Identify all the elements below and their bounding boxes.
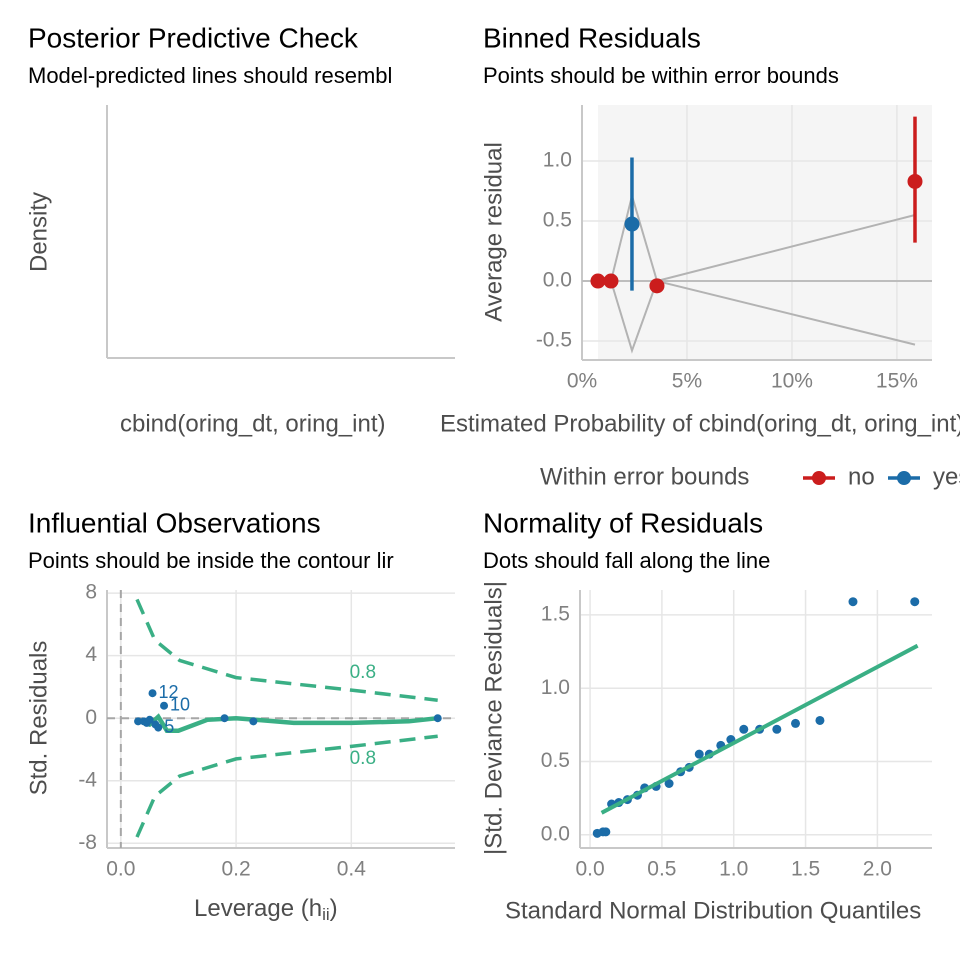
legend-key [897, 471, 911, 485]
x-tick-label: 0.4 [337, 858, 367, 881]
legend-title: Within error bounds [540, 463, 749, 490]
point [649, 278, 665, 294]
contour-label: 0.8 [350, 662, 376, 683]
point [160, 701, 169, 710]
contour-label: 0.8 [350, 748, 376, 769]
x-axis-title-end: ) [330, 895, 338, 922]
legend-key [812, 471, 826, 485]
x-tick-label: 10% [771, 370, 813, 393]
point [148, 689, 157, 698]
x-tick-label: 0.0 [106, 858, 135, 881]
x-tick-label: 1.0 [719, 858, 748, 881]
point-label: 5 [164, 716, 174, 736]
y-tick-label: 0.0 [541, 822, 570, 845]
x-tick-label: 0% [567, 370, 597, 393]
point [154, 723, 163, 732]
panel-subtitle: Points should be inside the contour lir [28, 548, 394, 573]
panel-title: Influential Observations [28, 507, 321, 538]
y-tick-label: 0.5 [541, 749, 570, 772]
point [907, 173, 923, 189]
x-axis-title: Standard Normal Distribution Quantiles [505, 897, 921, 924]
y-tick-label: 1.0 [543, 149, 572, 172]
x-axis-title: Estimated Probability of cbind(oring_dt,… [440, 410, 960, 437]
point [694, 749, 704, 759]
x-tick-label: 1.5 [791, 858, 820, 881]
y-tick-label: 0 [85, 706, 97, 729]
point [433, 714, 442, 723]
y-tick-label: 0.0 [543, 269, 572, 292]
x-tick-label: 15% [876, 370, 918, 393]
point [848, 597, 858, 607]
y-tick-label: -8 [78, 831, 97, 854]
point [220, 714, 229, 723]
panel-subtitle: Model-predicted lines should resembl [28, 63, 392, 88]
cook-contour [135, 734, 438, 838]
panel: Influential Observations Points should be… [25, 507, 455, 924]
point [910, 597, 920, 607]
panel-subtitle: Dots should fall along the line [483, 548, 770, 573]
y-tick-label: 0.5 [543, 209, 572, 232]
panel-subtitle: Points should be within error bounds [483, 63, 839, 88]
x-tick-label: 0.2 [221, 858, 250, 881]
point [590, 273, 606, 289]
point-label: 12 [159, 682, 179, 702]
point [145, 715, 154, 724]
point [134, 717, 143, 726]
panel-title: Posterior Predictive Check [28, 22, 359, 53]
y-tick-label: 1.0 [541, 676, 570, 699]
point [772, 724, 782, 734]
panel-title: Binned Residuals [483, 22, 701, 53]
x-tick-label: 0.5 [647, 858, 676, 881]
point-label: 10 [170, 694, 190, 714]
y-tick-label: 4 [85, 643, 97, 666]
point [791, 718, 801, 728]
x-axis-title: Leverage (hii) [194, 895, 338, 924]
y-tick-label: 1.5 [541, 602, 570, 625]
legend-label: no [848, 463, 875, 490]
legend-label: yes [933, 463, 960, 490]
fit-line [137, 713, 438, 733]
y-axis-title: Density [25, 192, 52, 272]
x-axis-title-sub: ii [322, 905, 330, 924]
panel: Posterior Predictive Check Model-predicte… [25, 22, 455, 437]
panel-title: Normality of Residuals [483, 507, 763, 538]
point [739, 724, 749, 734]
x-tick-label: 0.0 [575, 858, 604, 881]
point [624, 216, 640, 232]
shaded-region [597, 105, 932, 360]
y-axis-title: Average residual [480, 142, 507, 322]
x-tick-label: 5% [672, 370, 702, 393]
y-tick-label: 8 [85, 581, 97, 604]
reference-line [600, 643, 919, 815]
x-tick-label: 2.0 [863, 858, 892, 881]
panel: Normality of Residuals Dots should fall a… [480, 507, 932, 924]
panel: Binned Residuals Points should be within … [440, 22, 960, 490]
x-axis-title-text: Leverage (h [194, 895, 322, 922]
y-tick-label: -4 [78, 768, 97, 791]
point [601, 827, 611, 837]
cook-contour [135, 598, 438, 702]
point [603, 273, 619, 289]
point [664, 779, 674, 788]
x-axis-title: cbind(oring_dt, oring_int) [120, 410, 386, 437]
y-axis-title: |Std. Deviance Residuals| [480, 581, 507, 855]
y-tick-label: -0.5 [536, 329, 572, 352]
y-axis-title: Std. Residuals [25, 641, 52, 796]
point [249, 717, 258, 726]
point [815, 715, 825, 725]
